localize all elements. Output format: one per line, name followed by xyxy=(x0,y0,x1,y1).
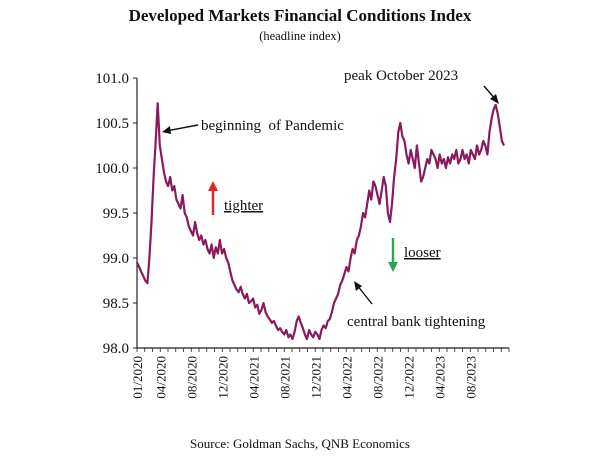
tightening-arrow xyxy=(356,284,373,305)
x-tick-label: 01/2020 xyxy=(130,356,145,399)
pandemic-arrowhead xyxy=(162,126,171,134)
y-tick-label: 99.5 xyxy=(103,206,129,222)
series-line xyxy=(136,102,505,341)
x-tick-label: 12/2022 xyxy=(401,356,416,399)
annotations: beginning of Pandemic peak October 2023 … xyxy=(162,68,499,330)
looser-arrowhead xyxy=(388,262,398,272)
x-tick-label: 08/2022 xyxy=(370,356,385,399)
y-axis-ticks: 98.0 98.5 99.0 99.5 100.0 100.5 101.0 xyxy=(95,71,137,357)
annotation-peak: peak October 2023 xyxy=(344,68,458,84)
pandemic-arrow xyxy=(165,124,199,132)
source-note: Source: Goldman Sachs, QNB Economics xyxy=(190,436,410,451)
x-tick-label: 12/2021 xyxy=(308,356,323,399)
y-tick-label: 101.0 xyxy=(95,71,129,87)
x-tick-label: 04/2020 xyxy=(153,356,168,399)
tightening-arrowhead xyxy=(354,281,362,291)
y-tick-label: 99.0 xyxy=(103,251,129,267)
annotation-tighter: tighter xyxy=(224,198,263,214)
chart-subtitle: (headline index) xyxy=(259,29,341,43)
x-tick-label: 08/2021 xyxy=(277,356,292,399)
chart-title: Developed Markets Financial Conditions I… xyxy=(128,6,472,25)
tighter-arrowhead xyxy=(208,181,218,191)
x-tick-label: 12/2020 xyxy=(215,356,230,399)
y-tick-label: 98.5 xyxy=(103,296,129,312)
x-tick-label: 04/2023 xyxy=(432,356,447,399)
y-tick-label: 100.5 xyxy=(95,116,129,132)
x-tick-label: 04/2022 xyxy=(339,356,354,399)
x-tick-label: 08/2023 xyxy=(463,356,478,399)
annotation-pandemic: beginning of Pandemic xyxy=(201,118,344,134)
annotation-tightening: central bank tightening xyxy=(347,314,486,330)
x-tick-label: 04/2021 xyxy=(246,356,261,399)
y-tick-label: 100.0 xyxy=(95,161,129,177)
y-tick-label: 98.0 xyxy=(103,341,129,357)
annotation-looser: looser xyxy=(404,245,441,261)
peak-arrowhead xyxy=(490,94,499,104)
x-axis-ticks: 01/2020 04/2020 08/2020 12/2020 04/2021 08/20… xyxy=(130,348,510,399)
x-tick-label: 08/2020 xyxy=(184,356,199,399)
